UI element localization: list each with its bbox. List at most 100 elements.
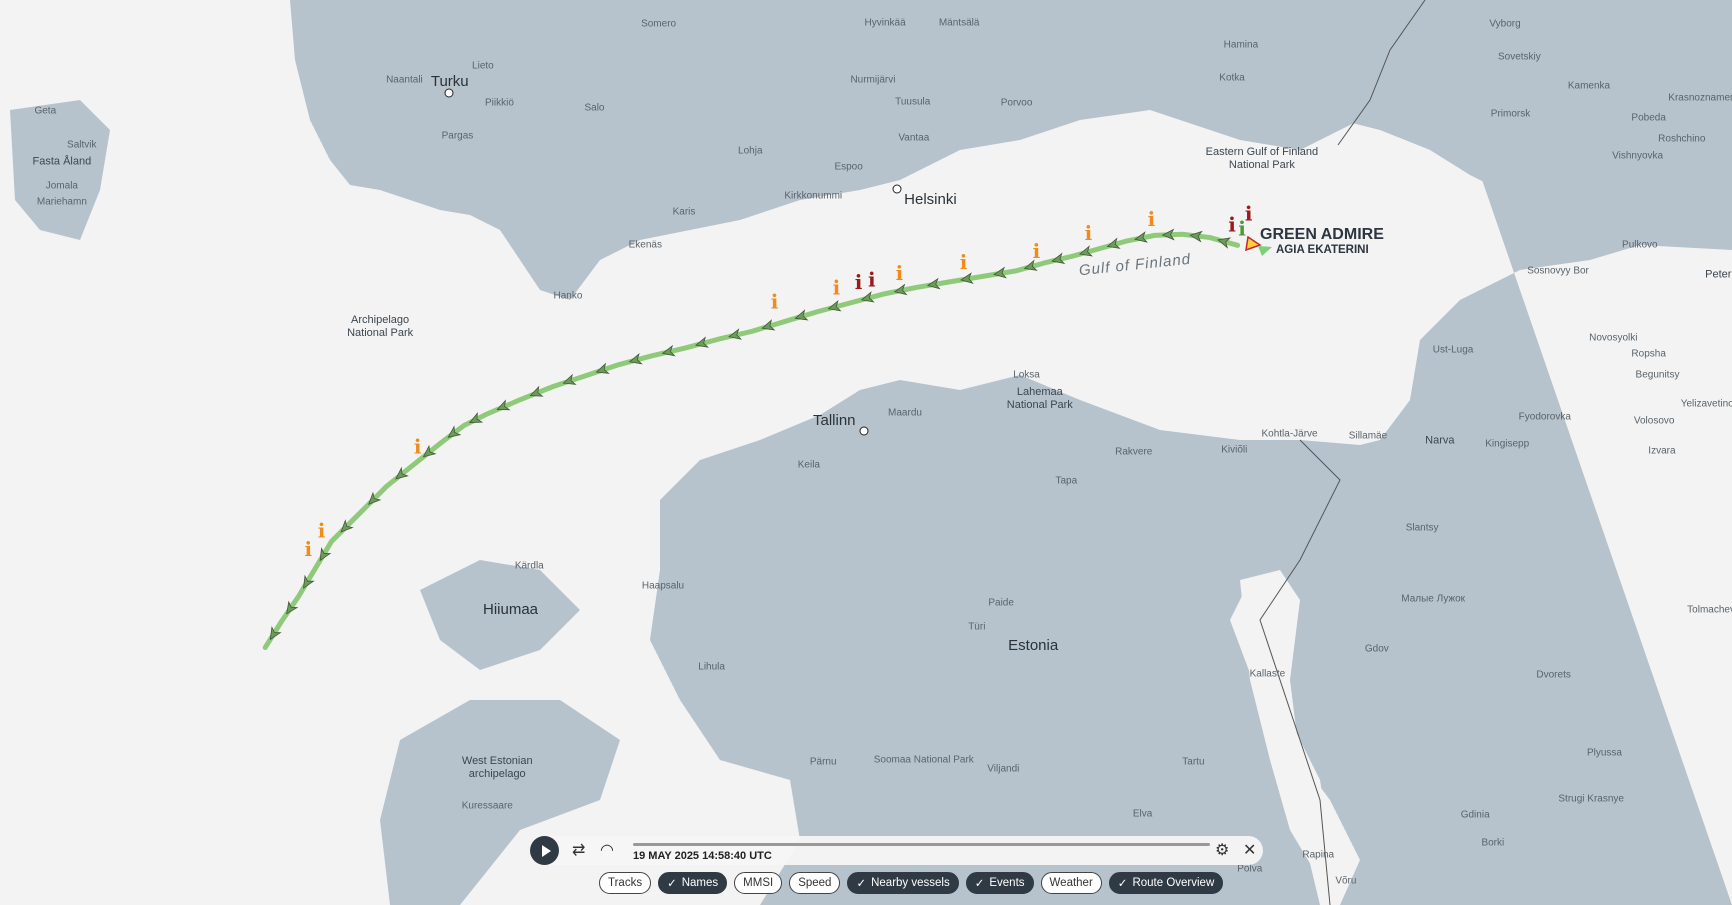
- place-label: Ropsha: [1631, 348, 1666, 360]
- vessel-label-green-admire[interactable]: GREEN ADMIRE: [1260, 226, 1384, 243]
- place-label: Salo: [584, 102, 605, 114]
- swap-icon[interactable]: ⇄: [572, 842, 586, 859]
- place-label: Kohtla-Järve: [1261, 428, 1318, 440]
- play-button[interactable]: [530, 836, 559, 865]
- land-areas: [10, 0, 1732, 905]
- toggle-speed[interactable]: Speed: [789, 872, 841, 894]
- event-marker-icon[interactable]: i: [960, 250, 968, 274]
- place-label: Kuressaare: [461, 800, 513, 812]
- place-label: Porvoo: [1000, 97, 1033, 109]
- toggle-mmsi[interactable]: MMSI: [734, 872, 783, 894]
- event-marker-icon[interactable]: i: [1238, 217, 1246, 241]
- event-marker-icon[interactable]: i: [1245, 201, 1253, 225]
- place-label: Kallaste: [1249, 668, 1286, 680]
- place-label: Narva: [1425, 434, 1455, 447]
- place-label: Estonia: [1008, 637, 1059, 655]
- check-icon: ✓: [974, 878, 985, 890]
- gear-icon[interactable]: ⚙: [1215, 842, 1230, 859]
- toggle-names[interactable]: ✓ Names: [658, 872, 728, 894]
- vessel-icon-green-admire[interactable]: [1245, 235, 1262, 252]
- place-label: Roshchino: [1658, 133, 1706, 145]
- track-arrow: [562, 373, 577, 385]
- track-arrow: [926, 277, 941, 290]
- place-label: West Estonian archipelago: [461, 754, 533, 780]
- place-label: Hanko: [553, 290, 583, 302]
- place-label: Rakvere: [1115, 446, 1153, 458]
- place-label: Lahemaa National Park: [1006, 385, 1073, 411]
- toggle-tracks[interactable]: Tracks: [599, 872, 652, 894]
- event-marker-icon[interactable]: i: [1085, 221, 1093, 245]
- track-arrow: [303, 574, 315, 589]
- speedometer-icon[interactable]: ◠: [600, 842, 614, 859]
- place-label: Helsinki: [904, 191, 957, 208]
- place-label: Kamenka: [1567, 80, 1611, 92]
- place-label: Vyborg: [1489, 18, 1521, 30]
- place-label: Primorsk: [1490, 108, 1531, 120]
- place-label: Karis: [672, 206, 696, 218]
- toggle-weather[interactable]: Weather: [1040, 872, 1102, 894]
- place-label: Lohja: [738, 145, 763, 157]
- place-label: Krasnoznamenka: [1668, 92, 1732, 104]
- event-marker-icon[interactable]: i: [833, 275, 841, 299]
- event-marker-icon[interactable]: i: [771, 290, 779, 314]
- place-label: Rapina: [1302, 849, 1335, 861]
- track-arrow: [269, 626, 282, 641]
- place-label: Mariehamn: [36, 196, 87, 208]
- toggle-route-overview[interactable]: ✓ Route Overview: [1108, 872, 1224, 894]
- event-marker-icon[interactable]: i: [868, 268, 876, 292]
- place-label: Hiiumaa: [482, 600, 539, 618]
- toggle-nearby-vessels[interactable]: ✓ Nearby vessels: [847, 872, 959, 894]
- check-icon: ✓: [1117, 878, 1128, 890]
- place-label: Peter: [1705, 268, 1732, 281]
- track-arrow: [1217, 237, 1232, 249]
- event-marker-icon[interactable]: i: [855, 270, 863, 294]
- track-arrow: [286, 600, 299, 615]
- event-marker-icon[interactable]: i: [414, 434, 422, 458]
- place-label: Kirkkonummi: [784, 190, 843, 202]
- toggle-events[interactable]: ✓ Events: [965, 872, 1034, 894]
- toggle-label: MMSI: [743, 877, 774, 889]
- place-label: Strugi Krasnye: [1558, 793, 1624, 805]
- place-label: Lihula: [698, 661, 725, 673]
- check-icon: ✓: [667, 878, 677, 890]
- place-label: Nurmijärvi: [850, 74, 896, 86]
- event-marker-icon[interactable]: i: [896, 261, 904, 285]
- track-arrow: [340, 519, 354, 533]
- close-icon[interactable]: ✕: [1243, 842, 1257, 859]
- timeline-slider[interactable]: [633, 843, 1210, 846]
- track-arrow: [1106, 237, 1121, 249]
- event-marker-icon[interactable]: i: [318, 518, 326, 542]
- place-label: Türi: [968, 621, 986, 633]
- place-label: Eastern Gulf of Finland National Park: [1205, 146, 1319, 172]
- place-label: Lieto: [472, 60, 494, 72]
- land-aland: [10, 100, 110, 240]
- place-label: Põlva: [1237, 863, 1263, 875]
- vessel-icon-agia-ekaterini[interactable]: [1258, 246, 1272, 256]
- event-marker-icon[interactable]: i: [1148, 207, 1156, 231]
- place-label: Kotka: [1219, 72, 1245, 84]
- place-label: Gdov: [1364, 643, 1389, 655]
- place-label: Volosovo: [1633, 415, 1675, 427]
- vessel-label-agia-ekaterini[interactable]: AGIA EKATERINI: [1276, 244, 1369, 256]
- place-label: Yelizavetino: [1680, 398, 1732, 410]
- event-marker-icon[interactable]: i: [304, 537, 312, 561]
- place-label: Keila: [797, 459, 820, 471]
- place-label: Võru: [1335, 875, 1357, 887]
- track-arrow: [728, 328, 743, 340]
- track-arrow: [447, 425, 462, 438]
- place-label: Tartu: [1182, 756, 1205, 768]
- place-label: Fyodorovka: [1518, 411, 1571, 423]
- playback-bar: ⇄ ◠ 19 MAY 2025 14:58:40 UTC ⚙ ✕: [530, 836, 1263, 865]
- place-label: Gdinia: [1460, 809, 1490, 821]
- event-marker-icon[interactable]: i: [1033, 239, 1041, 263]
- place-label: Ekenäs: [628, 239, 662, 251]
- track-arrow: [761, 319, 776, 331]
- track-arrow: [529, 385, 544, 397]
- place-label: Maardu: [888, 407, 922, 419]
- event-marker-icon[interactable]: i: [1228, 212, 1236, 236]
- land-hiiumaa: [420, 560, 580, 670]
- place-label: Vishnyovka: [1612, 150, 1664, 162]
- toggle-label: Route Overview: [1132, 877, 1215, 889]
- track-arrow: [1051, 252, 1066, 265]
